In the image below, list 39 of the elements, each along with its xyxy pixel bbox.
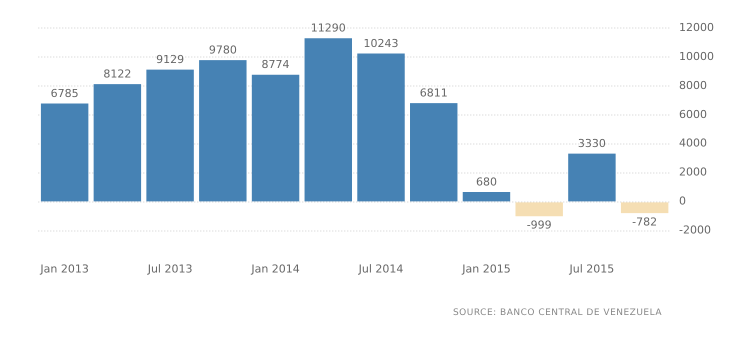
y-tick-label: -2000 [679, 224, 711, 237]
y-tick-label: 0 [679, 194, 686, 208]
bar [146, 70, 194, 202]
bar [410, 103, 458, 202]
bar [462, 192, 510, 202]
x-tick-label: Jul 2014 [358, 262, 404, 276]
data-label: -999 [526, 218, 552, 232]
bar [357, 53, 405, 202]
bar [40, 104, 88, 202]
x-tick-label: Jul 2013 [146, 262, 192, 276]
x-tick-label: Jan 2013 [39, 262, 89, 276]
y-tick-label: 8000 [679, 78, 708, 92]
bar [252, 74, 300, 202]
bar [304, 38, 352, 202]
x-tick-label: Jul 2015 [568, 262, 614, 276]
data-label: 9129 [156, 52, 184, 66]
data-label: 11290 [310, 22, 346, 35]
data-label: 9780 [208, 44, 237, 57]
data-label: 6785 [50, 86, 79, 100]
x-tick-label: Jan 2014 [250, 262, 300, 276]
bar [199, 60, 247, 202]
bar [620, 202, 668, 214]
data-label: 3330 [578, 136, 606, 150]
y-tick-label: 4000 [679, 136, 708, 150]
y-tick-label: 10000 [679, 50, 714, 63]
data-label: 8122 [103, 68, 132, 81]
source-note: SOURCE: BANCO CENTRAL DE VENEZUELA [452, 308, 663, 318]
y-tick-label: 12000 [679, 20, 714, 34]
y-tick-label: 2000 [679, 166, 708, 179]
data-label: 10243 [364, 36, 399, 50]
bar [515, 202, 563, 216]
data-label: -782 [632, 216, 658, 229]
data-label: 6811 [420, 86, 448, 100]
bar [568, 154, 616, 202]
y-tick-label: 6000 [679, 108, 708, 121]
data-label: 680 [476, 175, 497, 188]
bar [94, 84, 142, 202]
data-label: 8774 [262, 58, 290, 72]
x-tick-label: Jan 2015 [461, 262, 511, 276]
